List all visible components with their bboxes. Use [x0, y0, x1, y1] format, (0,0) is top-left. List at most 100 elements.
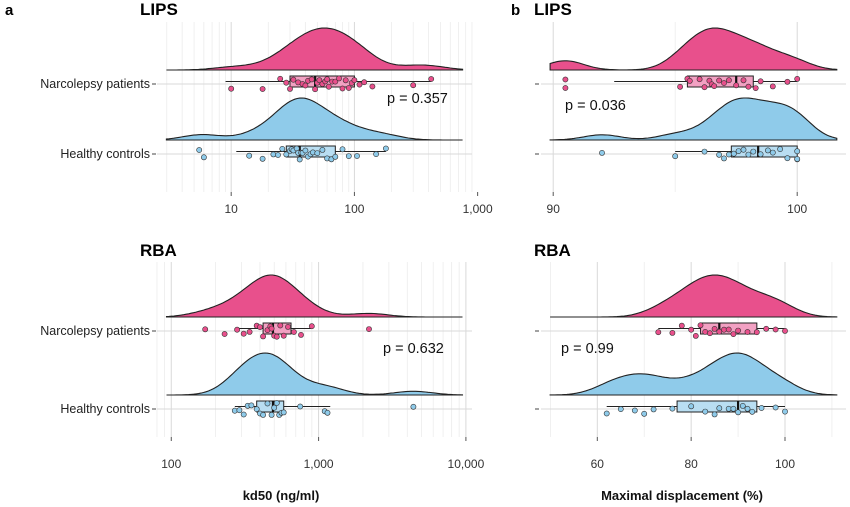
data-point	[669, 329, 676, 336]
data-point	[735, 148, 742, 154]
panel-title: LIPS	[534, 0, 572, 19]
data-point	[316, 77, 323, 84]
p-value-label: p = 0.357	[387, 91, 448, 107]
data-point	[650, 406, 657, 413]
data-point	[688, 403, 695, 410]
data-point	[273, 333, 280, 340]
data-point	[308, 76, 315, 83]
data-point	[240, 330, 247, 337]
data-point	[730, 150, 737, 157]
data-point	[641, 410, 648, 417]
data-point	[369, 83, 376, 90]
data-point	[290, 329, 297, 335]
data-point	[772, 326, 779, 333]
data-point	[726, 77, 732, 84]
x-axis-label-right: Maximal displacement (%)	[601, 488, 763, 503]
panel-1: 10 100 1,000 Narcolepsy patients Healthy con…	[5, 0, 493, 216]
data-point	[240, 411, 247, 418]
data-point	[784, 155, 791, 162]
data-point	[234, 326, 240, 333]
data-point	[711, 325, 718, 332]
data-point	[655, 329, 662, 336]
series-patients	[550, 274, 838, 339]
data-point	[678, 322, 685, 329]
data-point	[290, 76, 297, 83]
data-point	[302, 147, 309, 154]
data-point	[308, 323, 315, 330]
data-point	[794, 148, 801, 155]
data-point	[280, 409, 287, 416]
density-cloud	[165, 97, 463, 141]
p-value-label: p = 0.036	[565, 98, 626, 114]
data-point	[221, 331, 228, 337]
density-cloud	[166, 27, 464, 71]
data-point	[669, 405, 676, 412]
data-point	[283, 79, 290, 86]
data-point	[361, 79, 368, 86]
data-point	[763, 325, 770, 332]
density-cloud	[549, 27, 838, 71]
data-point	[794, 76, 801, 82]
series-patients	[165, 274, 463, 340]
data-point	[246, 152, 253, 159]
data-point	[765, 147, 771, 154]
data-point	[259, 155, 266, 162]
data-point	[701, 84, 708, 91]
data-point	[730, 331, 737, 337]
data-point	[279, 145, 286, 152]
data-point	[319, 146, 326, 153]
data-point	[356, 81, 363, 88]
data-point	[726, 151, 732, 158]
data-point	[733, 82, 740, 89]
x-tick-label: 10,000	[448, 457, 485, 471]
data-point	[562, 85, 569, 91]
data-point	[260, 333, 266, 340]
data-point	[410, 403, 417, 410]
data-point	[428, 76, 435, 82]
x-tick-label: 1,000	[463, 202, 493, 216]
data-point	[373, 151, 379, 157]
data-point	[782, 408, 788, 415]
data-point	[283, 151, 290, 158]
data-point	[351, 77, 358, 84]
data-point	[562, 76, 569, 83]
panel-3: 100 1,000 10,000 Narcolepsy patients Healthy…	[40, 241, 484, 471]
data-point	[277, 322, 284, 329]
data-point	[273, 400, 280, 406]
series-patients	[549, 27, 838, 91]
panel-4: 60 80 100 RBA p = 0.99	[534, 241, 846, 471]
density-cloud	[165, 274, 463, 318]
panel-title: RBA	[534, 241, 571, 260]
panel-title: RBA	[140, 241, 177, 260]
x-tick-label: 100	[344, 202, 364, 216]
data-point	[757, 151, 764, 158]
data-point	[314, 150, 321, 156]
data-point	[297, 403, 304, 410]
data-point	[739, 402, 746, 409]
panel-label: b	[511, 2, 520, 19]
data-point	[794, 156, 801, 162]
data-point	[298, 331, 304, 338]
series-controls	[165, 97, 463, 163]
data-point	[296, 156, 303, 163]
data-point	[312, 86, 318, 93]
data-point	[599, 149, 605, 156]
data-point	[777, 146, 783, 152]
data-point	[302, 82, 309, 89]
data-point	[750, 148, 757, 155]
data-point	[769, 149, 776, 156]
data-point	[410, 82, 417, 89]
data-point	[753, 329, 760, 336]
data-point	[686, 78, 693, 84]
data-point	[735, 409, 741, 416]
data-point	[730, 405, 737, 412]
density-cloud	[549, 97, 838, 141]
data-point	[745, 83, 752, 90]
data-point	[325, 83, 332, 90]
x-tick-label: 60	[591, 457, 605, 471]
data-point	[332, 78, 339, 85]
data-point	[324, 409, 331, 416]
data-point	[702, 328, 709, 335]
data-point	[196, 147, 203, 153]
